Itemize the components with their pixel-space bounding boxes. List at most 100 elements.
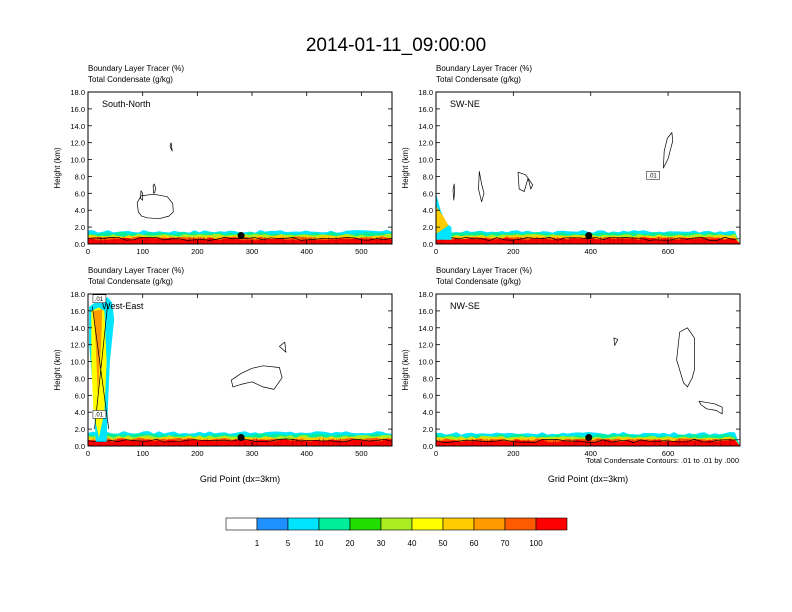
y-tick-label: 0.0 xyxy=(75,240,85,249)
colorbar-swatch xyxy=(318,517,351,531)
y-tick-label: 4.0 xyxy=(75,206,85,215)
y-tick-label: 16.0 xyxy=(418,105,433,114)
y-tick-label: 18.0 xyxy=(70,290,85,299)
y-tick-label: 8.0 xyxy=(423,374,433,383)
plot-frame xyxy=(87,91,393,245)
y-axis-label: Height (km) xyxy=(53,147,62,189)
plot-area xyxy=(436,294,740,446)
colorbar-label: 5 xyxy=(286,539,291,548)
colorbar-label: 40 xyxy=(408,539,417,548)
footnote: Total Condensate Contours: .01 to .01 by… xyxy=(586,456,739,465)
x-tick-label: 200 xyxy=(507,247,520,256)
y-tick-label: 2.0 xyxy=(423,425,433,434)
colorbar-swatch xyxy=(535,517,568,531)
x-tick-label: 0 xyxy=(86,247,90,256)
panel-title-line: Boundary Layer Tracer (%) xyxy=(436,266,532,275)
y-tick-label: 0.0 xyxy=(75,442,85,451)
y-tick-label: 18.0 xyxy=(418,290,433,299)
colorbar-swatch xyxy=(380,517,413,531)
x-tick-label: 200 xyxy=(191,449,204,458)
colorbar-label: 60 xyxy=(470,539,479,548)
x-axis-label: Grid Point (dx=3km) xyxy=(548,474,628,484)
plot-area xyxy=(88,294,392,446)
x-tick-label: 600 xyxy=(662,449,675,458)
y-tick-label: 14.0 xyxy=(418,324,433,333)
location-marker xyxy=(585,232,593,240)
colorbar: 1 5 10 20 30 40 50 60 70 100 xyxy=(225,517,568,548)
y-tick-label: 16.0 xyxy=(418,307,433,316)
y-tick-label: 16.0 xyxy=(70,307,85,316)
colorbar-label: 100 xyxy=(529,539,543,548)
x-tick-label: 400 xyxy=(584,247,597,256)
colorbar-label: 30 xyxy=(377,539,386,548)
tracer-band xyxy=(436,237,740,244)
colorbar-swatch xyxy=(349,517,382,531)
plot-area xyxy=(88,92,392,244)
y-tick-label: 12.0 xyxy=(70,341,85,350)
x-tick-label: 400 xyxy=(300,449,313,458)
plot-frame xyxy=(87,293,393,447)
y-tick-label: 0.0 xyxy=(423,240,433,249)
colorbar-label: 20 xyxy=(346,539,355,548)
colorbar-label: 1 xyxy=(255,539,260,548)
contour-label-box xyxy=(92,410,107,419)
y-axis-label: Height (km) xyxy=(401,147,410,189)
y-tick-label: 12.0 xyxy=(418,139,433,148)
panel-title-line: Boundary Layer Tracer (%) xyxy=(88,266,184,275)
panel-title-line: Total Condensate (g/kg) xyxy=(436,277,521,286)
y-tick-label: 6.0 xyxy=(75,391,85,400)
y-tick-label: 10.0 xyxy=(70,156,85,165)
x-tick-label: 500 xyxy=(355,247,368,256)
plot-frame xyxy=(435,293,741,447)
panel-label: West-East xyxy=(102,301,144,311)
x-tick-label: 400 xyxy=(584,449,597,458)
condensate-contour xyxy=(435,438,741,443)
x-tick-label: 400 xyxy=(300,247,313,256)
cloud-contour xyxy=(452,183,455,201)
contour-label: .01 xyxy=(95,297,104,303)
colorbar-label: 70 xyxy=(501,539,510,548)
y-tick-label: 10.0 xyxy=(418,358,433,367)
cloud-contour xyxy=(676,327,695,388)
panel-title-line: Boundary Layer Tracer (%) xyxy=(436,64,532,73)
cloud-contour xyxy=(663,132,674,169)
y-tick-label: 14.0 xyxy=(418,122,433,131)
y-tick-label: 14.0 xyxy=(70,324,85,333)
cloud-contour xyxy=(152,183,157,194)
x-tick-label: 300 xyxy=(246,247,259,256)
y-tick-label: 4.0 xyxy=(423,408,433,417)
y-tick-label: 2.0 xyxy=(75,223,85,232)
y-tick-label: 12.0 xyxy=(418,341,433,350)
condensate-contour xyxy=(435,236,741,241)
y-tick-label: 6.0 xyxy=(75,189,85,198)
colorbar-swatch xyxy=(287,517,320,531)
y-tick-label: 4.0 xyxy=(75,408,85,417)
y-tick-label: 2.0 xyxy=(75,425,85,434)
location-marker xyxy=(237,232,245,240)
contour-label: .01 xyxy=(95,412,104,418)
x-tick-label: 100 xyxy=(136,247,149,256)
y-tick-label: 14.0 xyxy=(70,122,85,131)
x-axis-label: Grid Point (dx=3km) xyxy=(200,474,280,484)
y-tick-label: 0.0 xyxy=(423,442,433,451)
x-tick-label: 0 xyxy=(86,449,90,458)
figure-title: 2014-01-11_09:00:00 xyxy=(306,35,486,56)
cloud-contour xyxy=(613,337,619,346)
location-marker xyxy=(237,434,245,442)
y-tick-label: 8.0 xyxy=(75,374,85,383)
panel-sw-ne: .01 0.0 2.0 4.0 6.0 8.0 10.0 12.0 14.0 16.0 18.0 0 2… xyxy=(401,64,741,256)
contour-label-box xyxy=(646,171,660,180)
x-tick-label: 0 xyxy=(434,449,438,458)
y-tick-label: 2.0 xyxy=(423,223,433,232)
x-tick-label: 200 xyxy=(507,449,520,458)
cloud-contour xyxy=(279,341,287,353)
y-tick-label: 4.0 xyxy=(423,206,433,215)
y-tick-label: 6.0 xyxy=(423,189,433,198)
condensate-contour xyxy=(92,304,110,430)
panel-label: SW-NE xyxy=(450,99,480,109)
colorbar-swatch xyxy=(411,517,444,531)
y-axis-label: Height (km) xyxy=(401,349,410,391)
x-tick-label: 500 xyxy=(355,449,368,458)
x-tick-label: 600 xyxy=(662,247,675,256)
